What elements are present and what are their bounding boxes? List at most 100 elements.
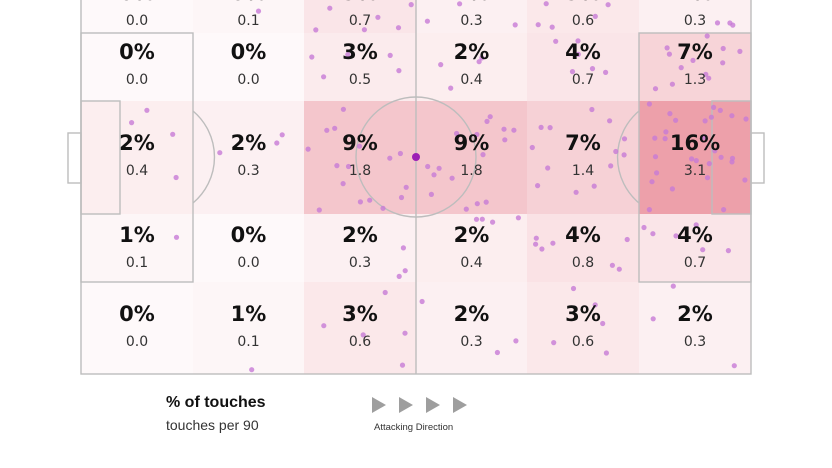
heat-cell (81, 214, 193, 282)
cell-per90-label: 0.7 (349, 13, 371, 29)
cell-per90-label: 0.3 (460, 334, 482, 350)
heat-cell (639, 282, 751, 374)
touch-dot (702, 118, 708, 124)
touch-dot (717, 107, 723, 113)
touch-dot (609, 262, 616, 268)
touch-dot (529, 144, 535, 151)
arrow-right-icon (453, 397, 467, 413)
cell-per90-label: 0.6 (572, 13, 594, 29)
touch-dot (650, 316, 656, 322)
touch-dot (474, 131, 480, 138)
cell-per90-label: 0.6 (349, 334, 371, 350)
touch-dot (479, 216, 485, 222)
touch-dot (616, 266, 622, 272)
touch-dot (474, 201, 480, 207)
touch-dot (533, 241, 539, 247)
touch-dot (693, 158, 699, 164)
touch-dot (664, 45, 670, 51)
touch-dot (706, 161, 712, 167)
touch-dot (398, 194, 405, 201)
touch-dot (448, 85, 454, 91)
touch-dot (356, 143, 363, 149)
touch-dot (279, 132, 285, 138)
touch-dot (313, 27, 319, 33)
touch-dot (463, 206, 469, 212)
heat-cell (527, 282, 639, 374)
cell-per90-label: 0.4 (460, 72, 482, 88)
center-spot (412, 153, 420, 161)
touch-dot (654, 170, 660, 176)
cell-percent-label: 2% (231, 131, 267, 155)
touch-dot (652, 86, 659, 92)
heat-cell (527, 101, 639, 214)
touch-dot (704, 175, 711, 181)
touch-dot (305, 146, 311, 152)
touch-dot (431, 172, 437, 178)
heat-cell (416, 33, 527, 101)
touch-dot (547, 125, 553, 131)
touch-dot (436, 165, 442, 171)
touch-dot (720, 45, 726, 52)
touch-dot (511, 127, 517, 133)
left-penalty-arc (192, 110, 216, 204)
heat-cell (304, 101, 416, 214)
touch-dot (589, 66, 596, 72)
touch-dot (575, 38, 581, 44)
touch-dot (380, 205, 386, 211)
cell-percent-label: 0% (119, 40, 155, 64)
touch-dot (700, 134, 707, 140)
heat-cell (193, 33, 304, 101)
cell-percent-label: 2% (119, 131, 155, 155)
cell-per90-label: 3.1 (684, 163, 706, 179)
touch-dot (646, 101, 653, 107)
touch-dot (603, 350, 610, 356)
cell-per90-label: 0.0 (237, 255, 259, 271)
touch-dot (553, 38, 559, 44)
arrow-right-icon (426, 397, 440, 413)
touch-dot (652, 154, 659, 160)
cell-per90-label: 0.1 (237, 13, 259, 29)
touch-dot (706, 75, 712, 81)
touch-dot (487, 114, 493, 120)
heat-cell (416, 214, 527, 282)
cell-per90-label: 0.4 (460, 255, 482, 271)
touch-dot (721, 207, 727, 213)
touch-dot (700, 247, 706, 253)
touch-dot (396, 273, 402, 279)
touch-dot (689, 156, 695, 162)
touch-dot (670, 283, 676, 289)
touch-dot (669, 81, 676, 87)
touch-dot (402, 330, 408, 336)
touch-dot (274, 140, 280, 146)
touch-dot (399, 362, 406, 368)
touch-dot (641, 224, 647, 231)
touch-dot (454, 130, 460, 137)
touch-dot (387, 155, 393, 161)
touch-dot (545, 165, 551, 171)
cell-per90-label: 0.7 (572, 72, 594, 88)
right-penalty-arc (616, 110, 640, 204)
touch-dot (400, 245, 406, 251)
cell-per90-label: 0.7 (684, 255, 706, 271)
touch-dot (334, 163, 340, 169)
touch-dot (667, 111, 673, 117)
touch-dot (483, 199, 489, 205)
cell-per90-label: 0.4 (126, 163, 148, 179)
touch-dot (375, 14, 381, 20)
cell-per90-label: 0.6 (572, 334, 594, 350)
touch-dot (479, 55, 485, 61)
touch-dot (703, 71, 709, 77)
heat-cell (416, 0, 527, 33)
cell-percent-label: 1% (231, 302, 267, 326)
touch-dot (324, 127, 330, 133)
touch-dot (720, 60, 726, 66)
touch-dot (708, 114, 715, 120)
cell-percent-label: 9% (454, 131, 490, 155)
touch-dot (569, 69, 576, 75)
cell-percent-label: 0% (119, 302, 155, 326)
touch-dot (725, 248, 732, 254)
touch-dot (704, 33, 710, 39)
touch-dot (428, 191, 434, 197)
cell-percent-label: 3% (342, 302, 378, 326)
touch-dot (673, 233, 679, 239)
